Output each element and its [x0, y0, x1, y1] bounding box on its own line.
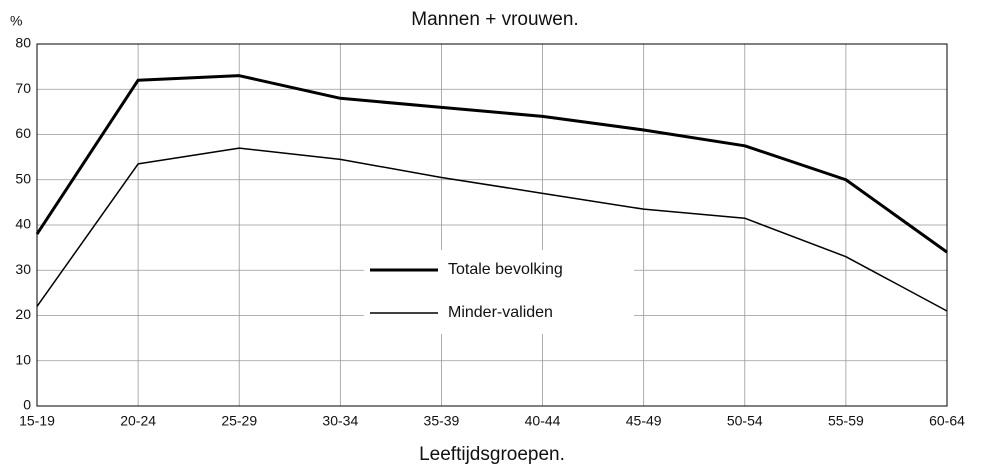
data-line [35, 74, 948, 254]
y-tick-label: 50 [15, 170, 31, 186]
legend-label: Minder-validen [448, 304, 553, 321]
y-tick-label: 10 [15, 351, 31, 367]
x-tick-label: 30-34 [322, 413, 358, 429]
y-axis-label: % [10, 13, 22, 29]
legend-background [364, 250, 634, 334]
y-tick-label: 70 [15, 80, 31, 96]
data-line [36, 147, 948, 312]
x-tick-label: 20-24 [120, 413, 156, 429]
x-tick-label: 35-39 [424, 413, 460, 429]
x-tick-label: 50-54 [727, 413, 763, 429]
y-tick-label: 20 [15, 306, 31, 322]
x-tick-label: 45-49 [626, 413, 662, 429]
chart-title: Mannen + vrouwen. [411, 9, 578, 30]
x-axis-label: Leeftijdsgroepen. [419, 444, 565, 465]
y-tick-label: 30 [15, 261, 31, 277]
y-tick-label: 40 [15, 216, 31, 232]
legend-label: Totale bevolking [448, 261, 563, 278]
x-tick-label: 60-64 [929, 413, 965, 429]
y-tick-label: 80 [15, 35, 31, 51]
x-tick-label: 40-44 [525, 413, 561, 429]
x-tick-label: 25-29 [221, 413, 257, 429]
plot-frame [36, 43, 948, 407]
y-tick-label: 60 [15, 125, 31, 141]
x-tick-label: 15-19 [19, 413, 55, 429]
x-tick-label: 55-59 [828, 413, 864, 429]
y-tick-label: 0 [23, 397, 31, 413]
